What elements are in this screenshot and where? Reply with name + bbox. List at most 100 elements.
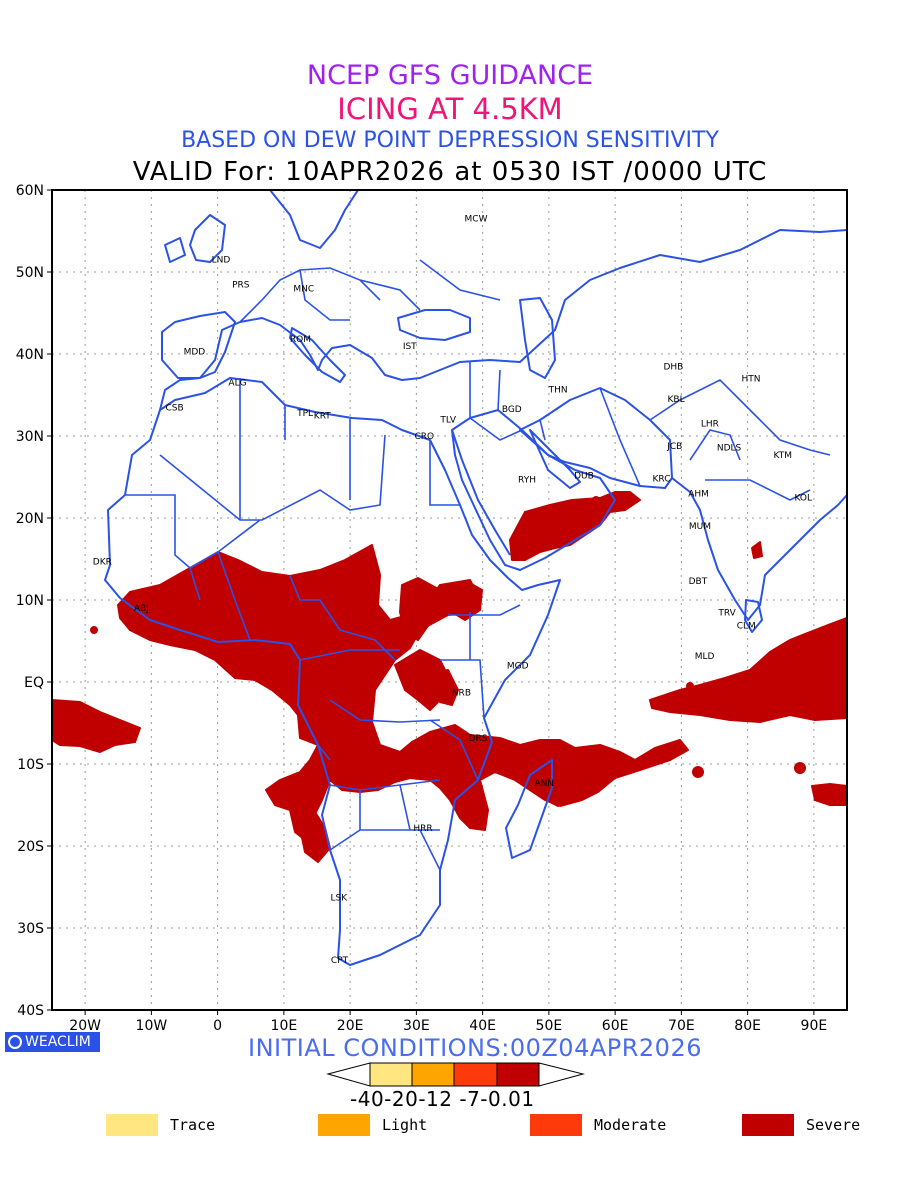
station-label-nrb: NRB xyxy=(452,689,471,699)
color-bar-moderate xyxy=(453,1062,498,1087)
legend-item-severe: Severe xyxy=(742,1113,860,1137)
coast-ireland xyxy=(164,237,186,263)
legend-swatch xyxy=(106,1114,158,1136)
station-label-alg: ALG xyxy=(228,379,246,389)
station-label-abj: ABJ xyxy=(134,604,149,614)
map-frame xyxy=(51,189,848,1011)
lon-tick-label: 60E xyxy=(602,1018,629,1034)
icing-cell-2 xyxy=(692,766,704,778)
station-label-dkr: DKR xyxy=(93,557,112,567)
station-label-tlv: TLV xyxy=(439,416,457,426)
lat-tick-label: 50N xyxy=(16,265,44,281)
legend-swatch xyxy=(742,1114,794,1136)
station-label-mnc: MNC xyxy=(293,284,314,294)
lat-tick-label: 30N xyxy=(16,429,44,445)
station-label-rom: ROM xyxy=(290,335,311,345)
station-label-ann: ANN xyxy=(534,779,554,789)
station-label-dhb: DHB xyxy=(663,362,683,372)
color-bar-severe xyxy=(496,1062,540,1087)
coast-persian-gulf xyxy=(529,429,581,489)
lat-tick-label: 40N xyxy=(16,347,44,363)
station-label-htn: HTN xyxy=(741,375,760,385)
icing-cell-3 xyxy=(90,626,98,634)
station-label-jcb: JCB xyxy=(666,442,682,452)
title-method: BASED ON DEW POINT DEPRESSION SENSITIVIT… xyxy=(181,128,719,153)
icing-area-india-east xyxy=(751,541,763,559)
border-sahara-lines xyxy=(159,378,460,521)
lat-tick-label: 40S xyxy=(17,1003,44,1019)
coast-caspian xyxy=(519,297,556,379)
station-label-ahm: AHM xyxy=(688,489,709,499)
logo-text: WEACLIM xyxy=(25,1034,91,1050)
station-label-lsk: LSK xyxy=(331,894,349,904)
coast-uk xyxy=(189,214,226,263)
icing-area-indian-ocean xyxy=(649,617,847,723)
station-label-kbl: KBL xyxy=(668,395,685,405)
icing-area-horn xyxy=(449,581,483,621)
station-label-bgd: BGD xyxy=(502,405,522,415)
border-east-africa xyxy=(429,604,521,781)
coast-italy xyxy=(289,327,346,383)
color-bar-right-arrow xyxy=(538,1062,585,1087)
lat-tick-label: 10N xyxy=(16,593,44,609)
station-label-kol: KOL xyxy=(795,494,813,504)
station-label-csb: CSB xyxy=(165,403,183,413)
title-valid-time: VALID For: 10APR2026 at 0530 IST /0000 U… xyxy=(132,157,768,187)
lat-tick-label: 10S xyxy=(17,757,44,773)
lat-tick-label: EQ xyxy=(24,675,44,691)
icing-cell-5 xyxy=(686,682,694,690)
longitude-labels: 20W 10W 0 10E 20E 30E 40E 50E 60E 70E 80E 90E xyxy=(69,1010,827,1034)
station-label-drs: DRS xyxy=(469,734,488,744)
lon-tick-label: 10E xyxy=(271,1018,298,1034)
coast-srilanka xyxy=(744,599,763,633)
legend-label: Moderate xyxy=(594,1116,667,1134)
coast-black-sea xyxy=(397,309,471,341)
station-label-ktm: KTM xyxy=(774,451,792,461)
lat-tick-label: 20S xyxy=(17,839,44,855)
coast-madagascar xyxy=(505,759,553,859)
color-bar-trace xyxy=(369,1062,413,1087)
station-labels: MCW LND PRS MNC ROM MDD IST ALG CSB TPL KRT TLV CRO B… xyxy=(93,215,812,966)
icing-area-lake-region xyxy=(429,669,459,706)
station-label-krt: KRT xyxy=(314,412,332,422)
station-label-dbt: DBT xyxy=(689,577,708,587)
station-label-tpl: TPL xyxy=(296,409,313,419)
station-label-trv: TRV xyxy=(717,608,736,618)
legend-label: Severe xyxy=(806,1116,861,1134)
border-europe xyxy=(239,259,501,323)
border-south-asia xyxy=(649,379,831,501)
lon-tick-label: 0 xyxy=(213,1018,222,1034)
icing-cell-1 xyxy=(794,762,806,774)
country-borders xyxy=(125,259,831,871)
weaclim-logo: WEACLIM xyxy=(5,1032,100,1052)
station-label-lnd: LND xyxy=(212,256,231,266)
station-label-lhr: LHR xyxy=(701,420,719,430)
title-model: NCEP GFS GUIDANCE xyxy=(306,60,594,91)
lat-tick-label: 20N xyxy=(16,511,44,527)
station-label-hrr: HRR xyxy=(413,824,432,834)
color-bar-left-arrow xyxy=(326,1062,371,1087)
lon-tick-label: 40E xyxy=(469,1018,496,1034)
station-label-cro: CRO xyxy=(415,432,435,442)
icing-area-ethiopia xyxy=(399,577,446,641)
lon-tick-label: 90E xyxy=(801,1018,828,1034)
color-bar xyxy=(326,1062,585,1087)
lon-tick-label: 30E xyxy=(403,1018,430,1034)
border-central-africa xyxy=(289,575,441,871)
icing-area-arabia xyxy=(509,491,641,561)
station-label-mcw: MCW xyxy=(465,215,488,225)
coast-iberia xyxy=(161,311,236,379)
legend-swatch xyxy=(530,1114,582,1136)
legend-label: Light xyxy=(382,1116,428,1134)
title-product: ICING AT 4.5KM xyxy=(337,92,563,126)
station-label-mgd: MGD xyxy=(507,662,529,672)
lat-tick-label: 60N xyxy=(16,183,44,199)
lat-tick-label: 30S xyxy=(17,921,44,937)
station-label-dub: DUB xyxy=(574,471,594,481)
station-label-mld: MLD xyxy=(695,652,715,662)
logo-copyright-icon xyxy=(8,1035,22,1049)
station-label-mdd: MDD xyxy=(184,348,206,358)
color-bar-values: -40-20-12 -7-0.01 xyxy=(350,1087,535,1111)
legend-label: Trace xyxy=(170,1116,216,1134)
